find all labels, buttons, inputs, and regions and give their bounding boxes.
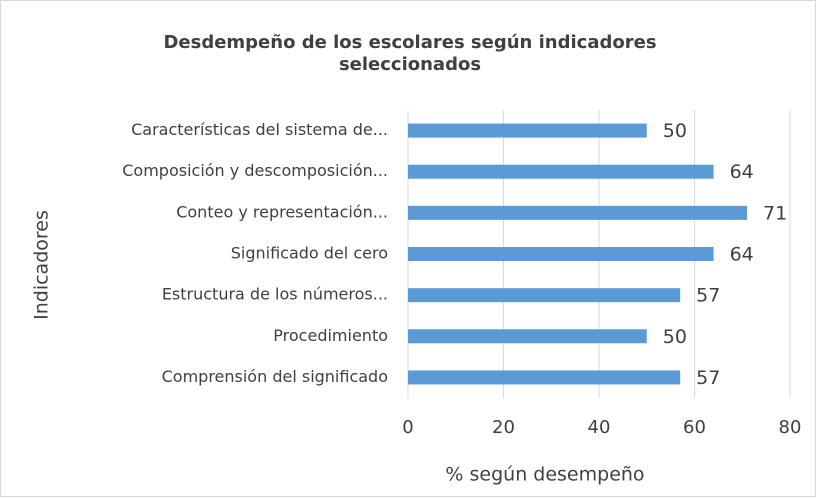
y-tick-label: Significado del cero: [231, 244, 388, 263]
bar: [408, 288, 681, 303]
data-label: 50: [663, 120, 687, 142]
y-tick-label: Comprensión del significado: [162, 367, 388, 386]
bar: [408, 329, 647, 344]
chart-title: Desdempeño de los escolares según indica…: [163, 32, 657, 75]
x-tick-label: 0: [402, 417, 413, 438]
bar: [408, 370, 681, 385]
x-axis-label: % según desempeño: [445, 464, 644, 486]
data-label: 64: [730, 161, 754, 183]
y-tick-label: Composición y descomposición...: [122, 161, 388, 180]
data-label: 71: [763, 202, 787, 224]
x-tick-label: 40: [588, 417, 611, 438]
data-label: 64: [730, 244, 754, 266]
bar: [408, 164, 714, 179]
data-label: 50: [663, 326, 687, 348]
y-tick-label: Conteo y representación...: [176, 202, 388, 221]
x-tick-label: 80: [779, 417, 802, 438]
bar: [408, 123, 647, 138]
y-tick-label: Estructura de los números...: [162, 285, 388, 304]
bar: [408, 247, 714, 261]
y-axis-label: Indicadores: [31, 210, 53, 320]
bar: [408, 205, 748, 220]
data-label: 57: [696, 285, 720, 307]
x-tick-label: 60: [683, 417, 706, 438]
x-tick-label: 20: [492, 417, 515, 438]
data-label: 57: [696, 367, 720, 389]
y-tick-label: Características del sistema de...: [131, 120, 388, 139]
y-tick-label: Procedimiento: [273, 326, 388, 345]
